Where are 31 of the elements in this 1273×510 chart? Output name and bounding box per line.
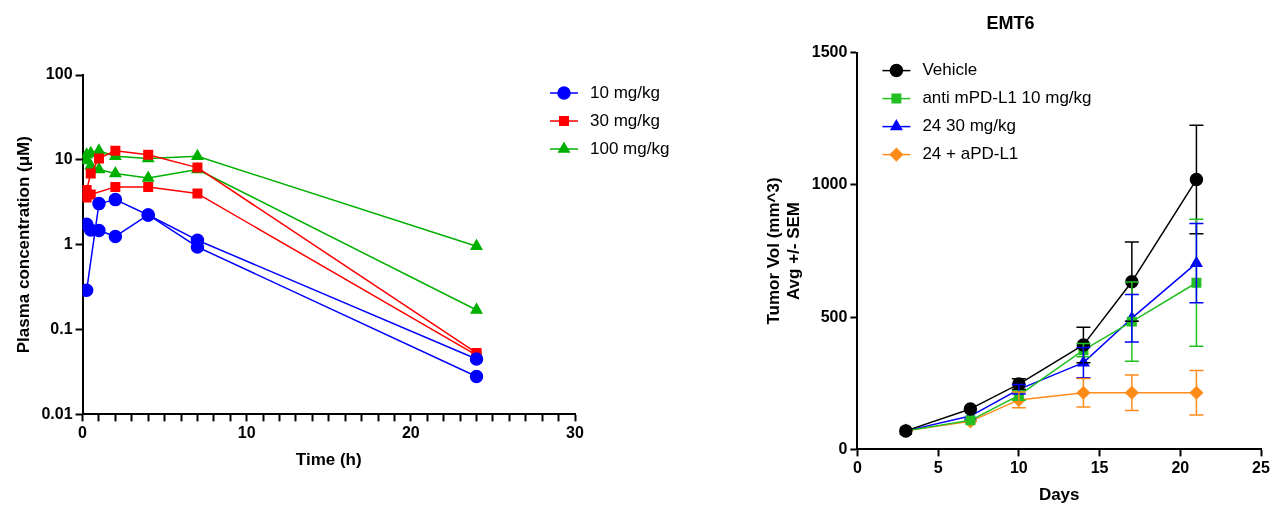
y-tick-label: 100 — [45, 65, 73, 83]
x-tick-label: 0 — [78, 424, 88, 442]
x-tick-label: 25 — [1252, 459, 1270, 477]
x-tick-label: 20 — [401, 424, 420, 442]
y-tick-label: 0.1 — [50, 319, 73, 337]
legend-label: 100 mg/kg — [590, 138, 670, 158]
x-tick-label: 20 — [1171, 459, 1190, 477]
legend-label: anti mPD-L1 10 mg/kg — [922, 88, 1092, 108]
y-tick-label: 500 — [820, 307, 848, 325]
legend-label: 24 30 mg/kg — [922, 116, 1016, 136]
y-tick-label: 1000 — [811, 175, 848, 193]
y-tick-label: 1500 — [811, 43, 848, 61]
x-tick-label: 30 — [566, 424, 584, 442]
x-tick-label: 5 — [933, 459, 943, 477]
y-tick-label: 0.01 — [41, 404, 73, 422]
legend-label: 10 mg/kg — [590, 82, 660, 102]
y-tick-label: 0 — [838, 439, 848, 457]
y-axis-title: Plasma concentration (μM) — [13, 136, 33, 354]
x-axis-title: Time (h) — [295, 450, 362, 470]
legend-label: Vehicle — [922, 60, 978, 80]
x-tick-label: 0 — [852, 459, 862, 477]
x-tick-label: 15 — [1090, 459, 1109, 477]
y-tick-label: 1 — [63, 235, 73, 253]
chart-title: EMT6 — [986, 12, 1035, 33]
legend-label: 30 mg/kg — [590, 110, 660, 130]
legend-label: 24 + aPD-L1 — [922, 144, 1019, 164]
x-tick-label: 10 — [1009, 459, 1028, 477]
y-axis-title: Tumor Vol (mm^3) Avg +/- SEM — [763, 177, 804, 325]
x-axis-title: Days — [1038, 485, 1080, 505]
x-tick-label: 10 — [237, 424, 256, 442]
y-tick-label: 10 — [54, 150, 73, 168]
